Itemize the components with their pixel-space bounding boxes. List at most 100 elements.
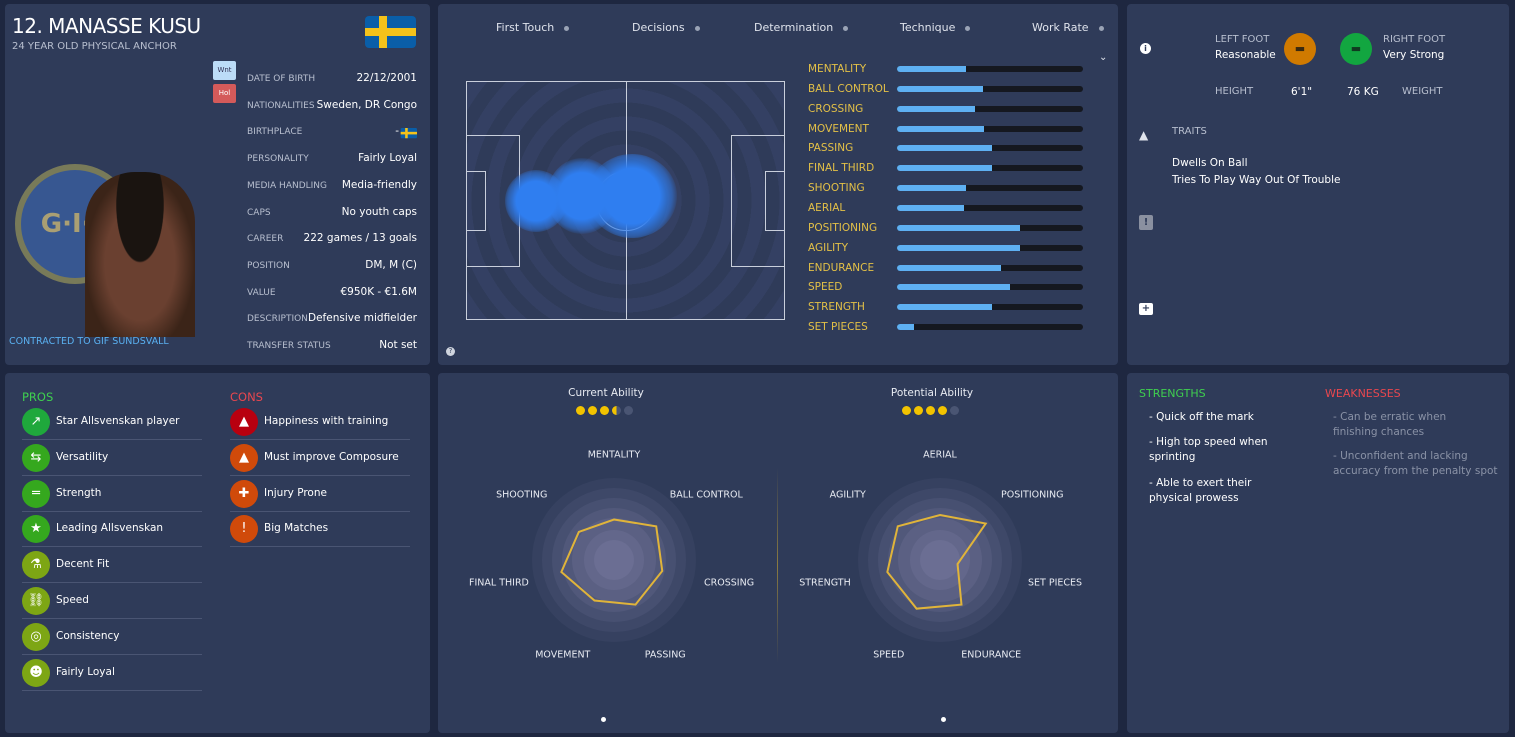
key-attribute[interactable]: Work Rate — [1032, 21, 1104, 34]
sweden-flag-icon — [365, 16, 416, 48]
radar-axis-label: PASSING — [644, 649, 686, 661]
page-dot[interactable] — [941, 717, 946, 722]
help-icon[interactable]: ? — [446, 347, 455, 356]
star-full-icon — [926, 406, 935, 415]
chain-icon: ⛓ — [22, 587, 50, 615]
radar-ring — [898, 518, 982, 602]
left-foot-value: Reasonable — [1215, 49, 1276, 61]
radar-ring — [878, 498, 1002, 622]
attribute-bar-row: FINAL THIRD — [808, 160, 1098, 180]
strength-item: - Able to exert their physical prowess — [1149, 477, 1252, 504]
target-icon: ◎ — [22, 622, 50, 651]
chevron-down-icon[interactable]: ⌄ — [1099, 52, 1108, 63]
medical-kit-icon[interactable]: + — [1139, 303, 1153, 315]
player-photo — [85, 172, 195, 337]
attribute-bar — [897, 125, 1083, 132]
attribute-bar-fill — [897, 125, 985, 132]
dot-icon — [843, 25, 849, 31]
cone-sad-icon: ▲ — [230, 408, 258, 436]
alert-icon[interactable]: ! — [1139, 215, 1153, 230]
dot-icon — [965, 25, 971, 31]
info-value: DM, M (C) — [365, 258, 417, 271]
radar-axis-label: FINAL THIRD — [469, 577, 529, 589]
attribute-bar-row: STRENGTH — [808, 299, 1098, 319]
radar-axis-label: SHOOTING — [496, 489, 548, 501]
pros-cons-panel: PROS CONS ↗ Star Allsvenskan player ⇆ Versa… — [5, 373, 430, 733]
attribute-label: SET PIECES — [808, 321, 868, 334]
info-label: DATE OF BIRTH — [247, 74, 316, 84]
trend-up-icon: ↗ — [22, 408, 50, 436]
ability-radar-panel: MENTALITY BALL CONTROL CROSSING PASSING MOVE… — [438, 373, 1118, 733]
attribute-label: CROSSING — [808, 102, 864, 115]
dumbbell-icon: ═ — [22, 479, 50, 508]
key-attribute[interactable]: Decisions — [632, 21, 700, 34]
radar-point — [655, 525, 657, 527]
ability-title: Potential Ability — [890, 387, 974, 399]
traits-title: TRAITS — [1172, 126, 1207, 137]
info-row: TRANSFER STATUS Not set — [247, 335, 417, 361]
hol-tag[interactable]: Hol — [213, 84, 236, 103]
attribute-bar-row: MENTALITY — [808, 61, 1098, 81]
item-label: Speed — [56, 594, 89, 606]
attribute-bar — [897, 204, 1083, 211]
traits-icon: ▲ — [1139, 128, 1149, 142]
info-value: 222 games / 13 goals — [303, 232, 417, 245]
attribute-bar — [897, 264, 1083, 271]
radar-point — [613, 519, 615, 520]
item-label: Injury Prone — [264, 486, 327, 499]
attribute-label: PASSING — [808, 142, 854, 155]
key-attribute-label: Technique — [900, 21, 956, 34]
weakness-item: - Unconfident and lacking accuracy from … — [1333, 450, 1498, 477]
attribute-label: BALL CONTROL — [808, 82, 889, 95]
info-value: €950K - €1.6M — [340, 285, 417, 298]
right-foot-value: Very Strong — [1383, 49, 1445, 61]
pro-item: ═ Strength — [22, 476, 202, 512]
radar-axis-label: STRENGTH — [799, 577, 851, 589]
attribute-bar-row: POSITIONING — [808, 220, 1098, 240]
wnt-tag[interactable]: Wnt — [213, 61, 236, 80]
radar-point — [634, 604, 636, 606]
info-value: No youth caps — [341, 205, 417, 218]
attribute-bar — [897, 324, 1083, 331]
pro-item: ◎ Consistency — [22, 619, 202, 655]
attribute-label: FINAL THIRD — [808, 162, 875, 175]
info-icon[interactable]: i — [1140, 43, 1151, 54]
attribute-bar-fill — [897, 324, 914, 331]
key-attribute[interactable]: First Touch — [496, 21, 570, 34]
key-attribute[interactable]: Technique — [900, 21, 971, 34]
attribute-bar — [897, 105, 1083, 112]
info-row: VALUE €950K - €1.6M — [247, 282, 417, 308]
attribute-bar-fill — [897, 145, 992, 152]
cone-target-icon: ▲ — [230, 443, 258, 472]
attribute-bar — [897, 66, 1083, 72]
sweden-flag-icon — [400, 128, 417, 139]
item-label: Leading Allsvenskan — [56, 522, 164, 535]
position-heatmap — [466, 81, 785, 320]
flask-icon: ⚗ — [22, 551, 50, 580]
info-row: MEDIA HANDLING Media-friendly — [247, 175, 417, 201]
attribute-bar-fill — [897, 264, 1002, 271]
attribute-bar — [897, 185, 1083, 192]
weakness-item: - Can be erratic when finishing chances — [1333, 411, 1447, 438]
info-row: DATE OF BIRTH 22/12/2001 — [247, 68, 417, 94]
star-full-icon — [588, 406, 597, 415]
page-dot[interactable] — [601, 717, 606, 722]
contract-link[interactable]: CONTRACTED TO GIF SUNDSVALL — [9, 336, 169, 347]
item-label: Versatility — [56, 450, 109, 463]
info-row: PERSONALITY Fairly Loyal — [247, 148, 417, 174]
item-label: Strength — [56, 486, 102, 499]
key-attribute[interactable]: Determination — [754, 21, 849, 34]
star-full-icon — [938, 406, 947, 415]
attribute-label: SPEED — [808, 281, 843, 294]
attribute-label: ENDURANCE — [808, 261, 875, 274]
info-row: NATIONALITIES Sweden, DR Congo — [247, 95, 417, 121]
radar-point — [886, 571, 888, 573]
ball-alert-icon: ! — [230, 515, 258, 544]
radar-charts — [532, 478, 1022, 642]
radar-point — [593, 600, 595, 602]
item-label: Fairly Loyal — [56, 665, 115, 678]
radar-point — [985, 523, 987, 525]
info-value: - — [395, 125, 399, 138]
height-label: HEIGHT — [1215, 86, 1254, 97]
heatmap-attributes-panel: First Touch Decisions Determination Techniq… — [438, 4, 1118, 365]
